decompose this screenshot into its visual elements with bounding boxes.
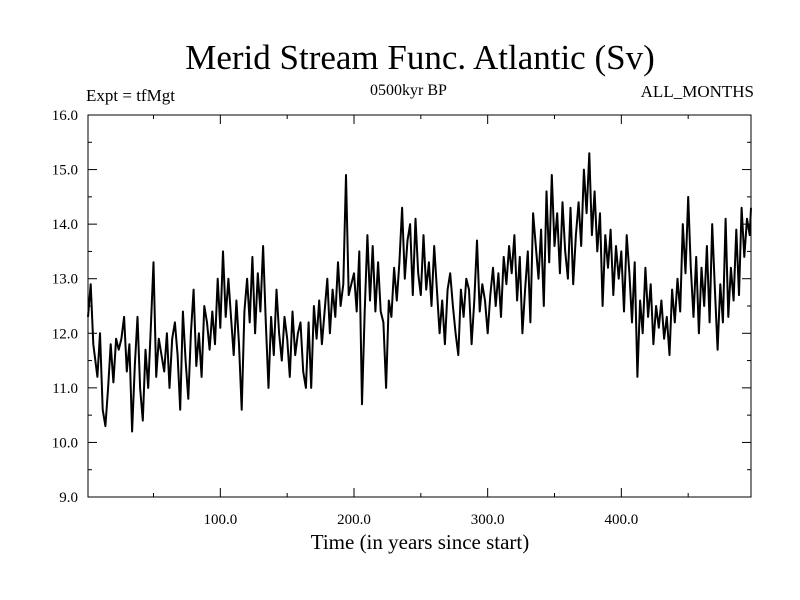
y-tick-label: 9.0 [59,490,78,506]
y-tick-label: 16.0 [52,108,78,124]
y-tick-label: 13.0 [52,272,78,288]
y-tick-label: 10.0 [52,435,78,451]
y-axis: 9.0 10.0 11.0 12.0 13.0 14.0 15.0 16.0 [52,108,751,506]
months-label: ALL_MONTHS [640,82,754,101]
x-tick-label: 100.0 [203,512,237,528]
x-axis-label: Time (in years since start) [311,530,530,554]
chart-subtitle: 0500kyr BP [370,82,447,99]
chart-title: Merid Stream Func. Atlantic (Sv) [185,38,655,77]
plot-frame [87,114,752,498]
y-tick-label: 12.0 [52,326,78,342]
y-tick-label: 15.0 [52,163,78,179]
y-tick-label: 14.0 [52,217,78,233]
experiment-label: Expt = tfMgt [86,86,175,105]
series-line [87,152,752,433]
x-tick-label: 400.0 [604,512,638,528]
y-tick-label: 11.0 [52,381,78,397]
x-tick-label: 300.0 [471,512,505,528]
x-tick-label: 200.0 [337,512,371,528]
x-axis: 100.0 200.0 300.0 400.0 [152,115,689,528]
